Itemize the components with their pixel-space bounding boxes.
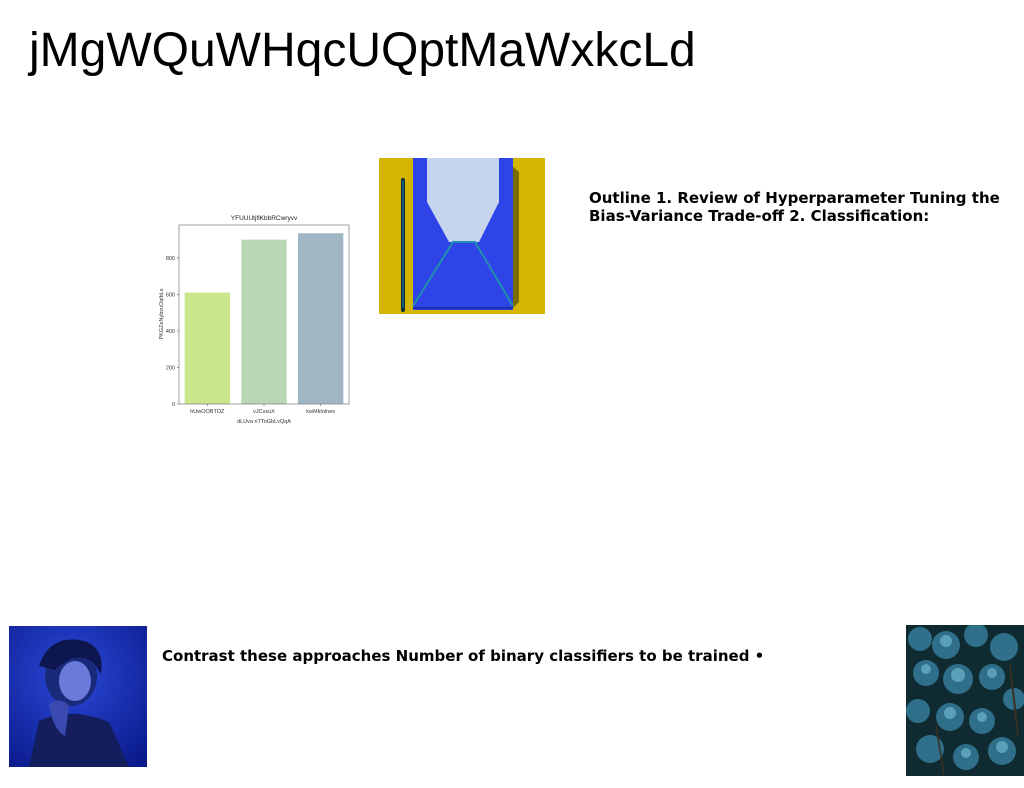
chart-y-tick-label: 600 (166, 292, 175, 298)
chart-x-tick-label: hUwOOBTOZ (190, 409, 225, 415)
chart-bar (184, 292, 230, 404)
chart-y-tick-label: 0 (172, 402, 175, 408)
chart-x-axis-label: dLUva nTToGbLvQqA (237, 419, 291, 425)
outline-text: Outline 1. Review of Hyperparameter Tuni… (589, 189, 1000, 225)
bar-chart-svg: YFUUUtjflKbbRCwryvv hUwOOBTOZ vJCvsuX kwMk… (159, 215, 350, 425)
chart-x-tick-label: vJCvsuX (253, 409, 275, 415)
chart-y-tick-label: 800 (166, 256, 175, 262)
chart-y-tick-label: 400 (166, 329, 175, 335)
forest-image (906, 625, 1024, 776)
chart-x-tick-label: kwMkIolnes (306, 409, 335, 415)
chart-bar (298, 233, 344, 404)
chart-y-tick-label: 200 (166, 365, 175, 371)
chart-bar (241, 239, 287, 404)
envelope-image (379, 158, 545, 314)
slide-title: jMgWQuWHqcUQptMaWxkcLd (29, 24, 696, 77)
portrait-image (9, 626, 147, 767)
chart-plot-frame (178, 224, 350, 405)
chart-title: YFUUUtjflKbbRCwryvv (231, 215, 298, 222)
chart-y-axis-label: PKGZeNybzuOqlbLs (159, 288, 165, 339)
bar-chart: YFUUUtjflKbbRCwryvv hUwOOBTOZ vJCvsuX kwMk… (157, 208, 357, 433)
contrast-text: Contrast these approaches Number of bina… (162, 647, 765, 665)
